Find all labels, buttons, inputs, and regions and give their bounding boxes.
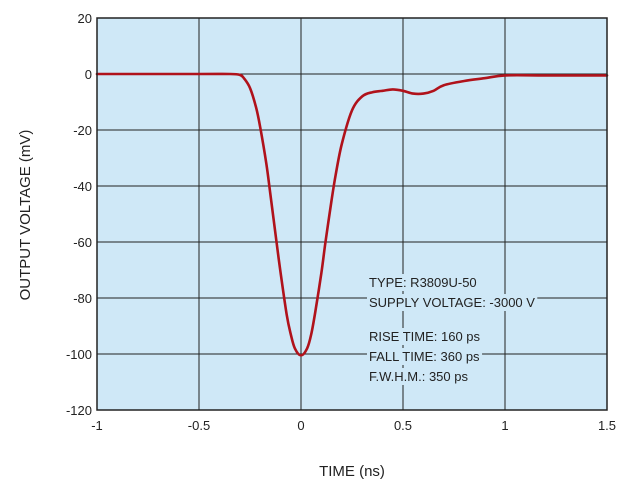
annotation-backdrop [367,328,483,345]
x-tick-label: 1.5 [598,418,616,433]
x-axis-title: TIME (ns) [319,463,385,480]
x-tick-label: 0.5 [394,418,412,433]
annotation-backdrop [367,368,471,385]
output-voltage-curve [95,72,609,357]
annotation-rise-time: RISE TIME: 160 ps [369,329,481,344]
plot-area [97,18,607,410]
annotation-backdrop [367,294,538,311]
y-tick-label: -80 [73,291,92,306]
y-tick-label: -120 [66,403,92,418]
annotation-fall-time: FALL TIME: 360 ps [369,349,480,364]
y-tick-label: 20 [78,11,92,26]
y-tick-label: -40 [73,179,92,194]
y-tick-label: -60 [73,235,92,250]
x-tick-label: 0 [297,418,304,433]
x-tick-label: -1 [91,418,103,433]
y-axis-title: OUTPUT VOLTAGE (mV) [17,130,34,301]
ticks: -1 -0.5 0 0.5 1 1.5 20 0 -20 -40 -60 -80 -100 -120 [66,11,616,433]
x-tick-label: -0.5 [188,418,210,433]
y-tick-label: 0 [85,67,92,82]
y-tick-label: -20 [73,123,92,138]
spec-annotation: TYPE: R3809U-50 SUPPLY VOLTAGE: -3000 V … [367,274,538,385]
plot-frame [96,17,608,411]
y-tick-label: -100 [66,347,92,362]
annotation-backdrop [367,348,483,365]
annotation-type: TYPE: R3809U-50 [369,275,477,290]
annotation-supply-voltage: SUPPLY VOLTAGE: -3000 V [369,295,535,310]
annotation-fwhm: F.W.H.M.: 350 ps [369,369,468,384]
annotation-backdrop [367,274,479,291]
x-tick-label: 1 [501,418,508,433]
